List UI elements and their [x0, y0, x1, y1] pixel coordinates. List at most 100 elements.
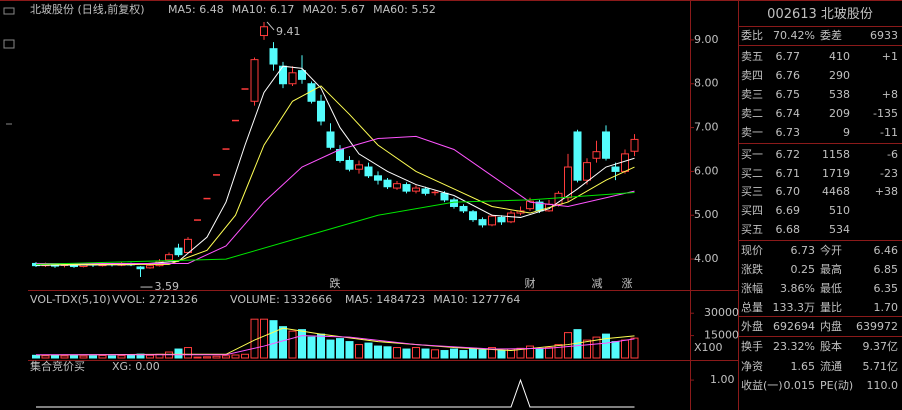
candle-body	[526, 200, 534, 210]
candle-body	[326, 131, 335, 148]
volume-bar	[269, 320, 278, 359]
candle-body	[317, 100, 325, 122]
candle-body	[383, 179, 392, 188]
candle-body	[402, 184, 411, 192]
candle-body	[564, 166, 572, 199]
quote-cell: 卖二	[741, 107, 763, 120]
annotation-pointer	[266, 21, 275, 31]
quote-cell: 6.69	[776, 204, 801, 217]
candle-body	[355, 164, 363, 170]
ma-legend: MA5: 6.48 MA10: 6.17 MA20: 5.67 MA60: 5.52	[168, 3, 436, 16]
y-tick-label: 7.00	[694, 121, 719, 134]
volume-bar	[260, 318, 268, 359]
volume-bar	[70, 355, 78, 359]
quote-cell: 9	[843, 126, 850, 139]
ma-line	[35, 191, 635, 265]
quote-cell: 6.46	[874, 244, 899, 257]
ma-line	[36, 85, 635, 265]
candle-body	[345, 159, 354, 170]
quote-cell: 110.0	[867, 379, 899, 392]
quote-cell: 1.65	[791, 360, 816, 373]
candle-body	[450, 199, 458, 207]
candle-body	[630, 138, 639, 152]
quote-cell: 最高	[820, 262, 842, 276]
y-tick-label: 5.00	[694, 208, 719, 221]
volume-bar	[421, 348, 430, 359]
quote-cell: 卖一	[741, 126, 763, 139]
quote-cell: 639972	[856, 320, 898, 333]
legend-entry: MA10: 6.17	[232, 3, 295, 16]
quote-cell: 133.3万	[773, 301, 816, 314]
y-tick-label: 8.00	[694, 77, 719, 90]
volume-bar	[60, 355, 69, 359]
volume-bar	[108, 355, 116, 359]
volume-bar	[630, 337, 639, 359]
stock-code: 002613 北玻股份	[767, 7, 873, 22]
volume-bar	[241, 353, 249, 359]
candle-body	[364, 166, 373, 177]
quote-cell: 现价	[741, 244, 763, 257]
quote-cell: 0.015	[784, 379, 816, 392]
volume-ma-line	[35, 327, 635, 356]
candle-body	[602, 131, 610, 159]
candle-body	[535, 201, 544, 212]
legend-entry: MA5: 1484723	[345, 293, 425, 306]
quote-cell: 净资	[741, 359, 763, 373]
quote-cell: 510	[829, 204, 850, 217]
quote-cell: 卖三	[741, 88, 763, 101]
quote-cell: 今开	[820, 243, 842, 257]
legend-entry: MA10: 1277764	[433, 293, 520, 306]
volume-bar	[279, 326, 287, 359]
volume-bar	[41, 355, 50, 359]
quote-cell: 9.37亿	[863, 340, 899, 353]
xg-legend: XG: 0.00	[112, 360, 160, 373]
volume-bar	[117, 355, 126, 359]
quote-cell: 6.35	[874, 282, 899, 295]
quote-cell: 6933	[870, 29, 898, 42]
candle-body	[621, 153, 629, 172]
quote-cell: 6.76	[776, 69, 801, 82]
quote-cell: 534	[829, 223, 850, 236]
volume-bar	[174, 348, 183, 359]
quote-cell: 涨幅	[741, 282, 763, 295]
volume-bar	[298, 329, 306, 359]
quote-cell: 换手	[741, 339, 763, 353]
quote-cell: 6.73	[791, 244, 816, 257]
quote-cell: -23	[880, 167, 898, 180]
y-tick-label: 9.00	[694, 33, 719, 46]
quote-cell: 3.86%	[780, 282, 815, 295]
quote-cell: 0.25	[791, 263, 816, 276]
quote-cell: +38	[875, 185, 898, 198]
volume-bar	[393, 347, 401, 359]
candle-body	[583, 162, 591, 181]
quote-cell: 最低	[820, 282, 842, 295]
quote-cell: 买四	[741, 204, 763, 217]
volume-bar	[469, 347, 477, 359]
volume-ma-line	[36, 335, 635, 356]
quote-cell: 692694	[773, 320, 815, 333]
volume-bar	[146, 354, 154, 359]
chart-title: 北玻股份 (日线,前复权)	[30, 2, 145, 16]
quote-cell: 6.71	[776, 167, 801, 180]
volume-bar	[231, 354, 240, 359]
candle-body	[611, 166, 620, 172]
stock-name: 北玻股份	[821, 7, 873, 22]
volume-bar	[345, 341, 354, 359]
candle-body	[440, 192, 449, 201]
volume-bar	[317, 333, 325, 359]
candle-body	[488, 215, 496, 226]
legend-entry: MA60: 5.52	[373, 3, 436, 16]
quote-cell: 委比	[741, 29, 763, 42]
volume-bar	[545, 347, 553, 359]
volume-bar	[554, 344, 563, 359]
quote-cell: 209	[829, 107, 850, 120]
quote-cell: 涨跌	[741, 262, 763, 276]
xg-line	[36, 378, 635, 408]
volume-bar	[602, 333, 610, 359]
volume-bar	[222, 355, 230, 359]
quote-cell: 卖四	[741, 69, 763, 82]
candle-body	[478, 219, 487, 226]
volume-bar	[307, 336, 316, 359]
volume-bar	[193, 356, 202, 359]
